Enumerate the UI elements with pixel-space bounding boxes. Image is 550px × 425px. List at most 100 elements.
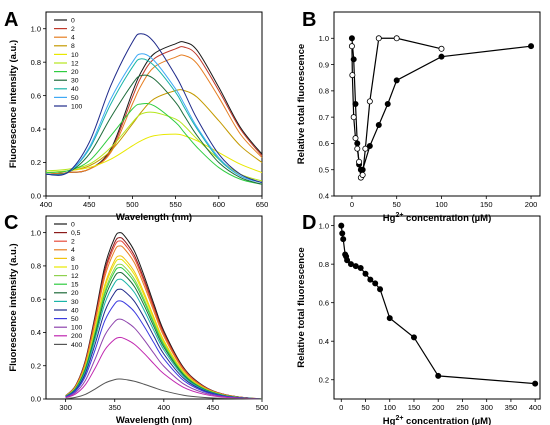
series-line — [65, 240, 263, 400]
x-tick-label: 400 — [158, 403, 171, 412]
x-axis-label-main: Hg — [383, 416, 396, 425]
data-point — [435, 372, 442, 379]
legend-entry: 200 — [71, 333, 83, 340]
x-axis-label: Wavelength (nm) — [116, 212, 192, 223]
legend-entry: 12 — [71, 60, 79, 67]
y-tick-label: 0.0 — [31, 192, 41, 201]
y-tick-label: 0.2 — [319, 375, 329, 384]
legend-entry: 100 — [71, 325, 83, 332]
x-axis-label: Hg2+ concentration (µM) — [383, 212, 491, 224]
legend-entry: 30 — [71, 299, 79, 306]
data-point — [372, 280, 379, 287]
x-tick-label: 50 — [393, 200, 401, 209]
y-tick-label: 0.4 — [319, 337, 329, 346]
y-tick-label: 1.0 — [31, 228, 41, 237]
legend-entry: 50 — [71, 95, 79, 102]
chart-b: 0 50 100 150 200 0.4 0.5 0.6 0.7 0.8 0.9 1.0 Relativ… — [296, 11, 541, 224]
data-point — [393, 77, 400, 84]
series-line — [45, 53, 263, 184]
x-tick-label: 300 — [480, 403, 493, 412]
data-point — [347, 261, 354, 268]
series-line — [45, 111, 263, 182]
data-point — [367, 276, 374, 283]
panel-label-a: A — [4, 9, 18, 31]
data-point — [438, 45, 445, 52]
y-tick-label: 0.9 — [319, 60, 329, 69]
legend-entry: 400 — [71, 342, 83, 349]
data-point — [375, 122, 382, 129]
y-axis-label: Relative total fluorescence — [296, 44, 307, 164]
x-tick-label: 350 — [505, 403, 518, 412]
data-point — [366, 98, 373, 105]
x-tick-label: 50 — [361, 403, 369, 412]
data-point — [340, 236, 347, 243]
x-tick-label: 400 — [40, 200, 53, 209]
series-line — [65, 288, 263, 400]
y-tick-label: 0.8 — [319, 87, 329, 96]
legend-entry: 2 — [71, 239, 75, 246]
y-axis-label: Relative total fluorescence — [296, 247, 307, 367]
data-point — [362, 270, 369, 277]
series-line — [340, 225, 536, 385]
y-tick-label: 0.6 — [31, 295, 41, 304]
legend-entry: 10 — [71, 52, 79, 59]
y-tick-label: 0.2 — [31, 361, 41, 370]
series-line — [45, 33, 263, 184]
data-point — [362, 145, 369, 152]
legend-entry: 40 — [71, 86, 79, 93]
x-tick-label: 200 — [525, 200, 538, 209]
x-tick-label: 500 — [126, 200, 139, 209]
data-point — [375, 35, 382, 42]
plot-frame — [333, 11, 541, 197]
y-tick-label: 0.8 — [31, 58, 41, 67]
legend-entry: 8 — [71, 43, 75, 50]
x-tick-label: 400 — [529, 403, 542, 412]
x-axis-label: Hg2+ concentration (µM) — [383, 415, 491, 425]
x-axis-label-rest: concentration (µM) — [403, 213, 491, 224]
data-point — [386, 315, 393, 322]
data-point — [366, 143, 373, 150]
x-tick-label: 500 — [256, 403, 269, 412]
legend-entry: 2 — [71, 26, 75, 33]
legend-entry: 50 — [71, 316, 79, 323]
legend-entry: 100 — [71, 103, 83, 110]
plot-frame — [333, 215, 541, 400]
data-point — [356, 158, 363, 165]
x-axis-label-sup: 2+ — [395, 415, 403, 422]
data-point — [344, 257, 351, 264]
series-line — [65, 378, 263, 400]
series-line — [45, 133, 263, 174]
x-axis-label-rest: concentration (µM) — [403, 416, 491, 425]
y-tick-label: 0.4 — [31, 125, 41, 134]
x-tick-label: 150 — [408, 403, 421, 412]
x-tick-label: 0 — [350, 200, 354, 209]
x-axis-label-main: Hg — [383, 213, 396, 224]
data-point — [349, 72, 356, 79]
plot-frame — [45, 11, 263, 197]
chart-d: 0 50 100 150 200 250 300 350 400 0.2 0.4 0.6 0.8 1.0 R… — [296, 215, 542, 425]
legend-entry: 8 — [71, 256, 75, 263]
series-line — [65, 245, 263, 400]
x-tick-label: 450 — [83, 200, 96, 209]
data-point — [384, 101, 391, 108]
data-point — [348, 43, 355, 50]
data-point — [393, 35, 400, 42]
y-axis-label: Fluorescence intensity (a.u.) — [8, 243, 19, 371]
x-axis-label: Wavelength (nm) — [116, 415, 192, 425]
legend-entry: 0,5 — [71, 230, 81, 237]
data-point — [339, 230, 346, 237]
legend-entry: 4 — [71, 35, 75, 42]
legend-entry: 20 — [71, 69, 79, 76]
data-point — [348, 35, 355, 42]
chart-a: 400 450 500 550 600 6500.00.20.40.60.81.0Fluo… — [8, 11, 268, 223]
legend-entry: 4 — [71, 247, 75, 254]
series-line — [65, 300, 263, 400]
y-tick-label: 1.0 — [31, 24, 41, 33]
y-tick-label: 1.0 — [319, 221, 329, 230]
y-tick-label: 0.8 — [319, 260, 329, 269]
legend-entry: 0 — [71, 221, 75, 228]
series-line — [45, 58, 263, 184]
series-line — [45, 102, 263, 185]
y-tick-label: 0.4 — [31, 328, 41, 337]
